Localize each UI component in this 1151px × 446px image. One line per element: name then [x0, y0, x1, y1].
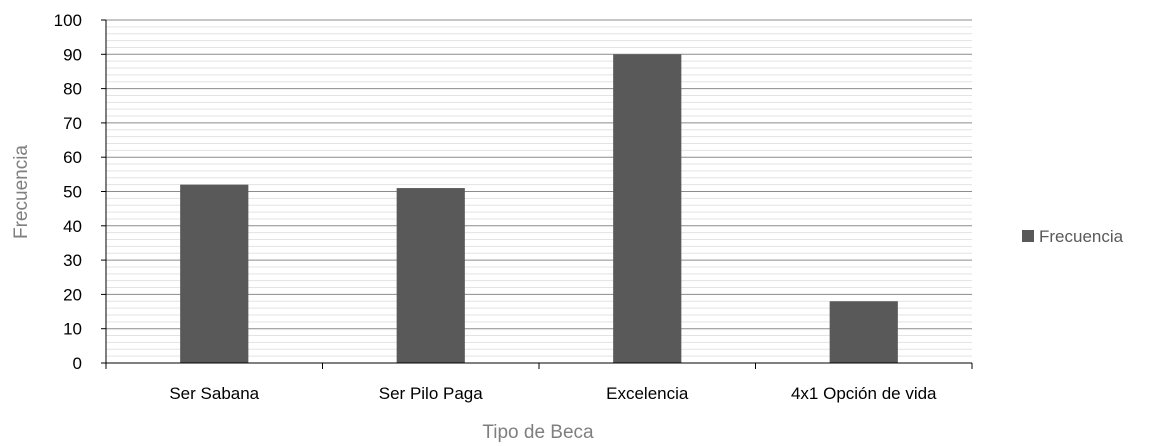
y-tick-label: 80: [63, 80, 82, 99]
x-tick-label: Ser Pilo Paga: [379, 384, 483, 403]
legend-label: Frecuencia: [1039, 227, 1124, 246]
x-axis-title: Tipo de Beca: [482, 422, 594, 443]
axis-layer: [101, 19, 973, 369]
y-tick-label: 20: [63, 285, 82, 304]
bar-3: [829, 301, 898, 363]
y-axis-title: Frecuencia: [11, 145, 32, 239]
y-tick-label: 90: [63, 45, 82, 64]
x-tick-label: Excelencia: [606, 384, 689, 403]
y-tick-label: 0: [73, 354, 82, 373]
y-tick-label: 70: [63, 114, 82, 133]
bar-layer: [180, 54, 898, 364]
y-tick-label: 10: [63, 320, 82, 339]
y-tick-label: 40: [63, 217, 82, 236]
x-tick-label: 4x1 Opción de vida: [791, 384, 937, 403]
x-tick-label: Ser Sabana: [169, 384, 259, 403]
label-layer: Ser Sabana Ser Pilo Paga Excelencia 4x1 Opc…: [54, 11, 937, 403]
legend-swatch: [1022, 230, 1034, 242]
bar-2: [613, 54, 682, 364]
grid-layer: [106, 19, 972, 357]
legend: Frecuencia: [1022, 227, 1124, 246]
y-tick-label: 100: [54, 11, 82, 30]
y-tick-label: 60: [63, 148, 82, 167]
bar-1: [396, 188, 465, 363]
y-tick-label: 30: [63, 251, 82, 270]
y-tick-label: 50: [63, 183, 82, 202]
bar-0: [180, 184, 249, 363]
